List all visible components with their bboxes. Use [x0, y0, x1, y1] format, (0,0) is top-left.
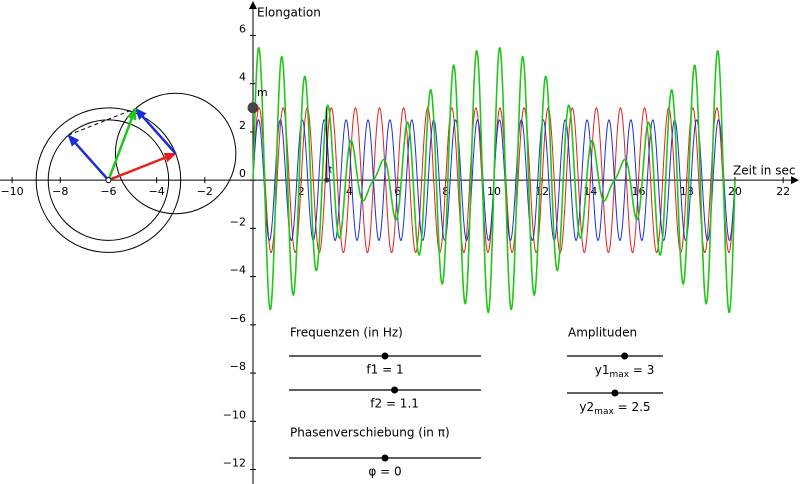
slider-label: y1max = 3: [595, 363, 655, 380]
slider-knob: [621, 352, 629, 360]
x-tick-label: −8: [52, 185, 68, 198]
t-point: [324, 177, 330, 183]
y-tick-label: −2: [230, 215, 246, 228]
x-axis-label: Zeit in sec: [733, 164, 795, 178]
circle-y1: [35, 107, 182, 253]
slider-value: = 2.5: [614, 400, 651, 414]
slider-label: f1 = 1: [366, 363, 403, 377]
slider-label: f2 = 1.1: [370, 397, 419, 411]
slider-knob: [611, 389, 619, 397]
phase-title: Phasenverschiebung (in π): [290, 426, 450, 440]
x-tick-label: 4: [346, 185, 353, 198]
point-m-label: m: [257, 86, 268, 99]
slider-sub: max: [594, 407, 614, 417]
dashed-side: [68, 108, 136, 136]
circle-y2-moving: [114, 92, 237, 215]
y-tick-label: 0: [239, 167, 246, 180]
freq-title: Frequenzen (in Hz): [290, 326, 403, 340]
slider-label: φ = 0: [368, 465, 401, 479]
t-label: t: [329, 166, 333, 176]
sum-curve: [252, 46, 736, 314]
slider-label: y2max = 2.5: [579, 400, 650, 417]
slider-knob: [381, 352, 389, 360]
x-tick-label: −2: [197, 185, 213, 198]
x-tick-label: −6: [100, 185, 116, 198]
y-tick-label: −4: [230, 264, 246, 277]
y-tick-label: −12: [223, 457, 246, 470]
vector-y2: [67, 134, 110, 181]
y-tick-label: −6: [230, 312, 246, 325]
x-tick-label: 6: [394, 185, 401, 198]
point-m: [247, 102, 259, 114]
x-tick-label: −10: [0, 185, 23, 198]
circle-y2: [47, 119, 170, 241]
x-tick-label: −4: [149, 185, 165, 198]
slider-knob: [391, 386, 399, 394]
vector-y1: [107, 152, 177, 182]
y-tick-label: −10: [223, 408, 246, 421]
amp-title: Amplituden: [568, 326, 637, 340]
vector-sum: [107, 107, 137, 181]
x-tick-label: 8: [442, 185, 449, 198]
slider-sub: max: [610, 370, 630, 380]
x-tick-label: 2: [298, 185, 305, 198]
slider-value: = 3: [629, 363, 654, 377]
x-tick-label: 12: [535, 185, 549, 198]
slider-name: y1: [595, 363, 610, 377]
vector-y2-moved: [134, 107, 177, 155]
center: [105, 177, 112, 184]
y-tick-label: 4: [239, 71, 246, 84]
y-axis-label: Elongation: [257, 6, 321, 20]
x-tick-label: 22: [776, 185, 790, 198]
y-tick-label: 2: [239, 119, 246, 132]
y-tick-label: 6: [239, 22, 246, 35]
slider-name: y2: [579, 400, 594, 414]
y-tick-label: −8: [230, 360, 246, 373]
slider-knob: [381, 454, 389, 462]
